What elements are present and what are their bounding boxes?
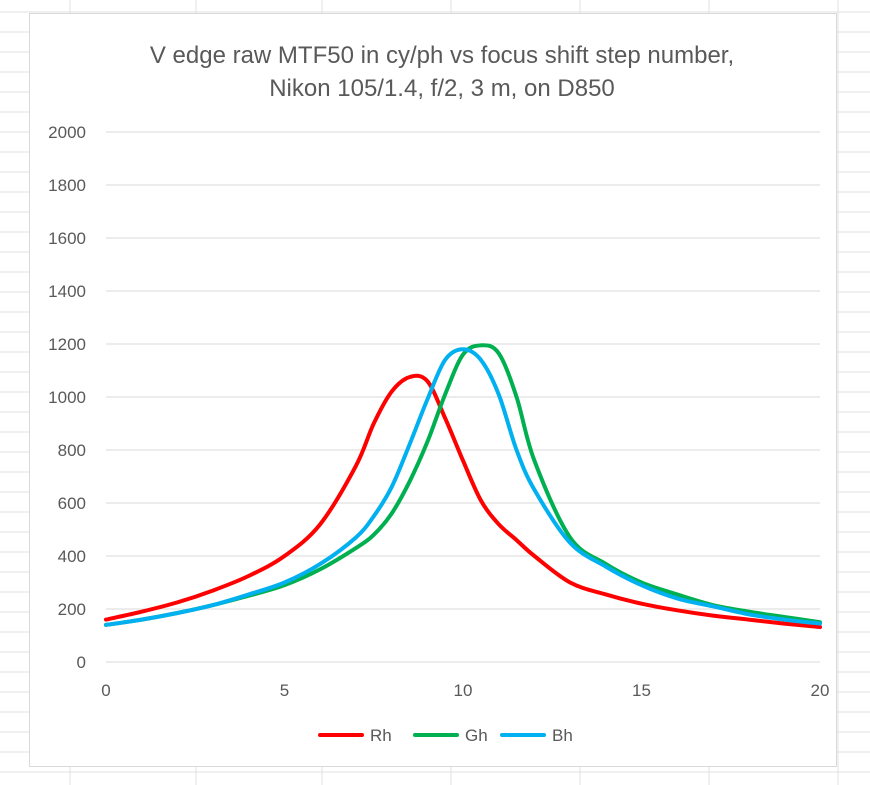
x-tick-label: 15 <box>632 681 651 700</box>
y-tick-label: 600 <box>58 494 86 513</box>
y-tick-label: 1800 <box>48 176 86 195</box>
legend: Rh Gh Bh <box>318 726 573 745</box>
x-tick-label: 20 <box>811 681 830 700</box>
line-chart: V edge raw MTF50 in cy/ph vs focus shift… <box>48 42 829 745</box>
legend-label-bh: Bh <box>552 726 573 745</box>
chart-title-line-1: V edge raw MTF50 in cy/ph vs focus shift… <box>150 42 734 69</box>
y-tick-label: 1600 <box>48 229 86 248</box>
y-axis-ticks: 0 200 400 600 800 1000 1200 1400 1600 1800 2000 <box>48 123 86 672</box>
series-line-rh <box>104 373 822 630</box>
gridlines <box>106 131 820 663</box>
y-tick-label: 1000 <box>48 388 86 407</box>
legend-label-gh: Gh <box>465 726 488 745</box>
y-tick-label: 0 <box>77 653 86 672</box>
x-axis-ticks: 0 5 10 15 20 <box>101 681 829 700</box>
series-line-gh <box>104 343 822 627</box>
chart-title-line-2: Nikon 105/1.4, f/2, 3 m, on D850 <box>269 75 615 102</box>
series-line-bh <box>104 347 822 627</box>
y-tick-label: 1400 <box>48 282 86 301</box>
chart-area[interactable]: V edge raw MTF50 in cy/ph vs focus shift… <box>29 13 837 767</box>
x-tick-label: 5 <box>280 681 289 700</box>
x-tick-label: 0 <box>101 681 110 700</box>
y-tick-label: 1200 <box>48 335 86 354</box>
x-tick-label: 10 <box>454 681 473 700</box>
y-tick-label: 2000 <box>48 123 86 142</box>
y-tick-label: 800 <box>58 441 86 460</box>
y-tick-label: 400 <box>58 547 86 566</box>
y-tick-label: 200 <box>58 600 86 619</box>
series-lines <box>104 343 822 630</box>
legend-label-rh: Rh <box>370 726 392 745</box>
